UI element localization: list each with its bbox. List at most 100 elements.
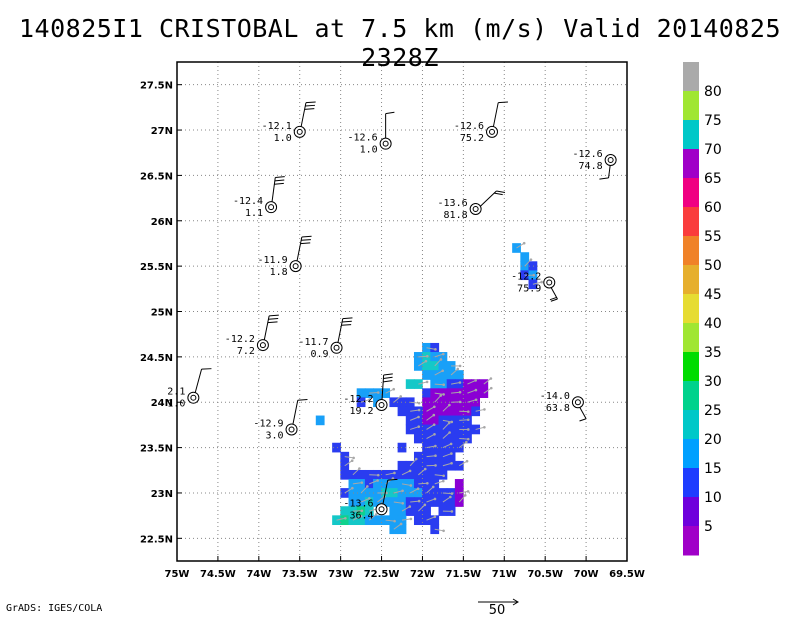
wind-vector-head — [376, 473, 380, 477]
shaded-cell — [413, 424, 423, 435]
wind-vector-head — [466, 410, 470, 413]
colorbar: 5 10 15 20 25 30 35 40 45 50 55 60 65 70 75 80 — [683, 62, 722, 556]
shaded-cell — [528, 261, 538, 271]
wind-vector — [434, 370, 443, 376]
wind-barb-flag — [550, 298, 558, 302]
shaded-cell — [315, 415, 325, 426]
wind-vector — [409, 458, 417, 467]
shaded-cell — [438, 361, 448, 371]
shaded-cell — [446, 442, 456, 453]
wind-vector — [451, 382, 461, 385]
shaded-cell — [471, 379, 481, 389]
wind-vector — [442, 443, 452, 449]
wind-barb-flag — [341, 324, 352, 326]
shaded-cell — [438, 370, 448, 380]
wind-vector — [426, 433, 435, 439]
shaded-cell — [471, 397, 481, 408]
wind-vector-head — [465, 459, 469, 463]
wind-vector — [418, 504, 426, 512]
x-tick-label: 74W — [246, 569, 271, 580]
wind-vector — [369, 480, 378, 485]
wind-vector-head — [344, 517, 347, 520]
station-marker: -12.11.0 — [262, 101, 316, 144]
wind-barb-flag — [301, 239, 311, 241]
shaded-cell — [454, 406, 464, 417]
wind-vector — [459, 460, 468, 467]
wind-vector-head — [489, 386, 493, 390]
wind-vector-head — [417, 401, 421, 405]
wind-barb-staff — [608, 165, 611, 178]
shaded-cell — [430, 406, 440, 417]
station-temperature: -13.6 — [343, 498, 373, 509]
shaded-cell — [463, 379, 472, 389]
y-tick-label: 26.5N — [140, 171, 173, 182]
wind-barb-staff — [271, 177, 276, 202]
y-tick-label: 27.5N — [140, 81, 173, 92]
shaded-cell — [364, 469, 374, 480]
wind-vector — [418, 355, 428, 358]
wind-barb-staff — [480, 190, 497, 207]
colorbar-segment — [683, 294, 699, 324]
y-tick-label: 24.5N — [140, 353, 173, 364]
wind-vector — [418, 381, 428, 385]
station-temperature: -12.6 — [348, 133, 378, 144]
wind-vector — [426, 516, 436, 521]
shaded-cell — [454, 442, 464, 453]
shaded-cell — [332, 442, 341, 453]
station-center — [292, 263, 299, 270]
colorbar-segment — [683, 381, 699, 411]
wind-vector-head — [426, 354, 429, 358]
wind-vector — [450, 368, 459, 376]
wind-vector-head — [392, 387, 396, 391]
shaded-cell — [438, 388, 448, 398]
wind-vector — [344, 460, 353, 467]
shaded-cell — [413, 515, 423, 526]
y-tick-label: 23N — [151, 489, 173, 500]
shaded-cell — [373, 497, 382, 507]
shaded-cell — [356, 515, 366, 526]
wind-vector — [344, 456, 354, 459]
wind-vector-head — [401, 501, 405, 505]
wind-vector-head — [434, 348, 437, 351]
wind-vector-head — [447, 421, 451, 425]
wind-vector — [532, 281, 542, 285]
wind-vector-head — [360, 509, 364, 513]
wind-vector — [516, 242, 525, 249]
shaded-cell — [364, 479, 374, 489]
x-tick-label: 73W — [328, 569, 353, 580]
wind-barb-flag — [300, 242, 311, 245]
wind-vector-head — [409, 517, 413, 521]
station-center — [472, 205, 479, 212]
wind-vector-head — [466, 437, 470, 441]
wind-vector-head — [529, 258, 533, 261]
wind-vector-head — [483, 425, 486, 429]
wind-barb-staff — [194, 369, 203, 393]
station-value: 63.8 — [546, 403, 570, 414]
shaded-cell — [389, 479, 399, 489]
station-marker: -13.636.4 — [343, 478, 398, 521]
station-ring — [187, 391, 200, 404]
station-center — [607, 156, 614, 163]
wind-vector-head — [474, 388, 478, 392]
station-marker: -13.681.8 — [438, 190, 506, 221]
wind-barb-flag — [304, 108, 315, 110]
station-temperature: -12.1 — [262, 121, 292, 132]
wind-vector — [418, 468, 426, 476]
station-value: 75.2 — [460, 133, 484, 144]
wind-vector-head — [358, 467, 361, 470]
colorbar-segment — [683, 236, 699, 266]
wind-vector-head — [417, 499, 421, 503]
station-center — [190, 394, 197, 401]
wind-vector — [467, 399, 477, 403]
station-ring — [375, 398, 388, 411]
wind-vector-head — [399, 522, 403, 526]
wind-vector — [467, 389, 477, 394]
station-temperature: -13.6 — [438, 198, 468, 209]
station-ring — [469, 202, 482, 215]
wind-vector-head — [408, 469, 412, 473]
wind-vector — [426, 414, 435, 421]
wind-vector-head — [401, 489, 404, 493]
wind-vector — [418, 360, 427, 367]
wind-vector — [426, 445, 436, 449]
station-value: 1.0 — [167, 399, 185, 410]
